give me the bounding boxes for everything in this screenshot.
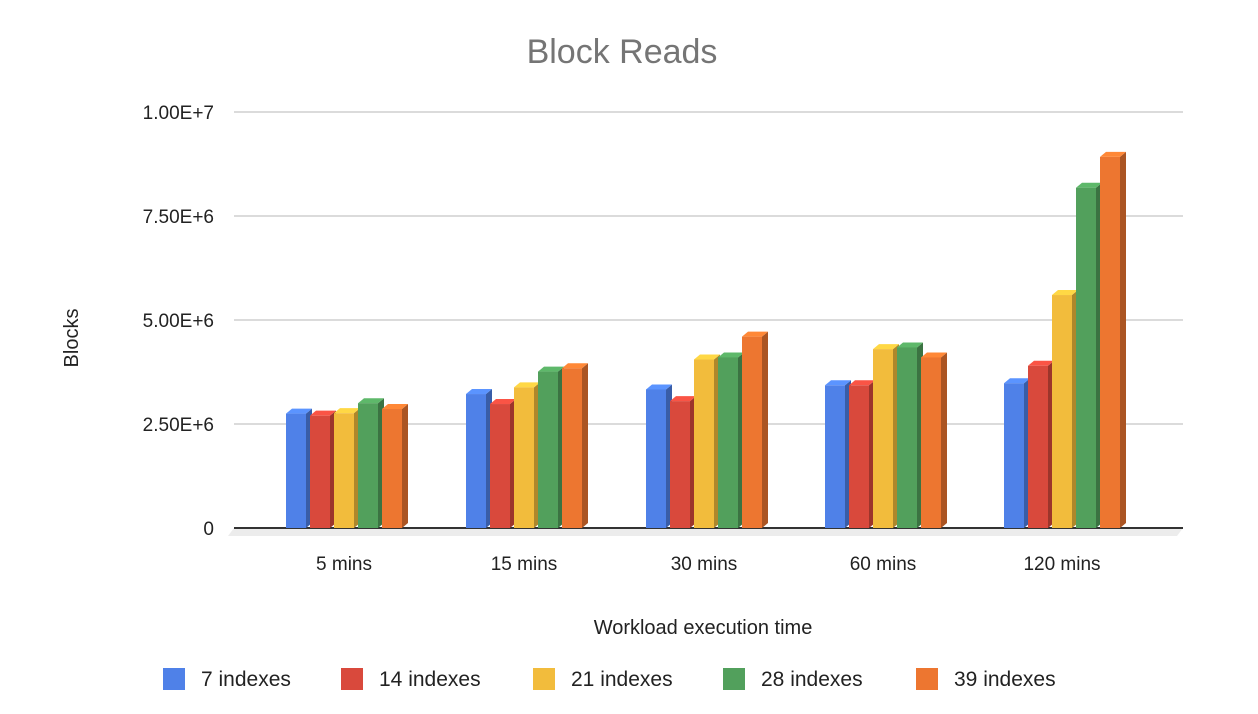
legend-label: 28 indexes [761, 668, 863, 691]
legend-label: 39 indexes [954, 668, 1056, 691]
bar [1076, 182, 1102, 528]
bar [921, 352, 947, 528]
bar [646, 384, 672, 528]
legend-item: 28 indexes [723, 668, 863, 691]
legend-item: 21 indexes [533, 668, 673, 691]
legend-swatch [533, 668, 555, 690]
bar [466, 389, 492, 528]
y-tick-label: 0 [203, 519, 214, 540]
x-tick-label: 30 mins [671, 554, 738, 575]
legend-item: 7 indexes [163, 668, 291, 691]
x-tick-label: 5 mins [316, 554, 372, 575]
bar [694, 354, 720, 528]
y-axis-ticks: 0 2.50E+6 5.00E+6 7.50E+6 1.00E+7 [143, 103, 214, 540]
chart-title: Block Reads [527, 33, 718, 71]
legend-swatch [916, 668, 938, 690]
x-axis-ticks: 5 mins 15 mins 30 mins 60 mins 120 mins [316, 554, 1101, 575]
bar [382, 404, 408, 528]
legend: 7 indexes 14 indexes 21 indexes 28 indexes 3… [163, 668, 1056, 691]
bar [286, 408, 312, 528]
bar [490, 399, 516, 528]
legend-label: 7 indexes [201, 668, 291, 691]
bar [825, 380, 851, 528]
x-tick-label: 60 mins [850, 554, 917, 575]
y-tick-label: 5.00E+6 [143, 311, 214, 332]
bar [1028, 360, 1054, 528]
y-axis-title: Blocks [61, 309, 83, 368]
y-tick-label: 7.50E+6 [143, 207, 214, 228]
bar [310, 410, 336, 528]
legend-swatch [163, 668, 185, 690]
chart-floor [228, 528, 1183, 536]
legend-label: 14 indexes [379, 668, 481, 691]
legend-item: 39 indexes [916, 668, 1056, 691]
bar [873, 344, 899, 528]
bar [670, 396, 696, 528]
x-tick-label: 120 mins [1023, 554, 1100, 575]
bar [742, 331, 768, 528]
bar [334, 408, 360, 528]
bar [897, 342, 923, 528]
x-tick-label: 15 mins [491, 554, 558, 575]
x-axis-title: Workload execution time [594, 617, 813, 639]
legend-swatch [723, 668, 745, 690]
bars [286, 151, 1126, 529]
legend-item: 14 indexes [341, 668, 481, 691]
bar [562, 363, 588, 528]
y-tick-label: 2.50E+6 [143, 415, 214, 436]
bar [718, 352, 744, 528]
bar [1100, 151, 1126, 529]
legend-label: 21 indexes [571, 668, 673, 691]
bar [1052, 290, 1078, 528]
bar [514, 382, 540, 528]
bar [1004, 378, 1030, 528]
legend-swatch [341, 668, 363, 690]
y-tick-label: 1.00E+7 [143, 103, 214, 124]
bar [849, 380, 875, 528]
bar [358, 398, 384, 528]
bar [538, 366, 564, 528]
